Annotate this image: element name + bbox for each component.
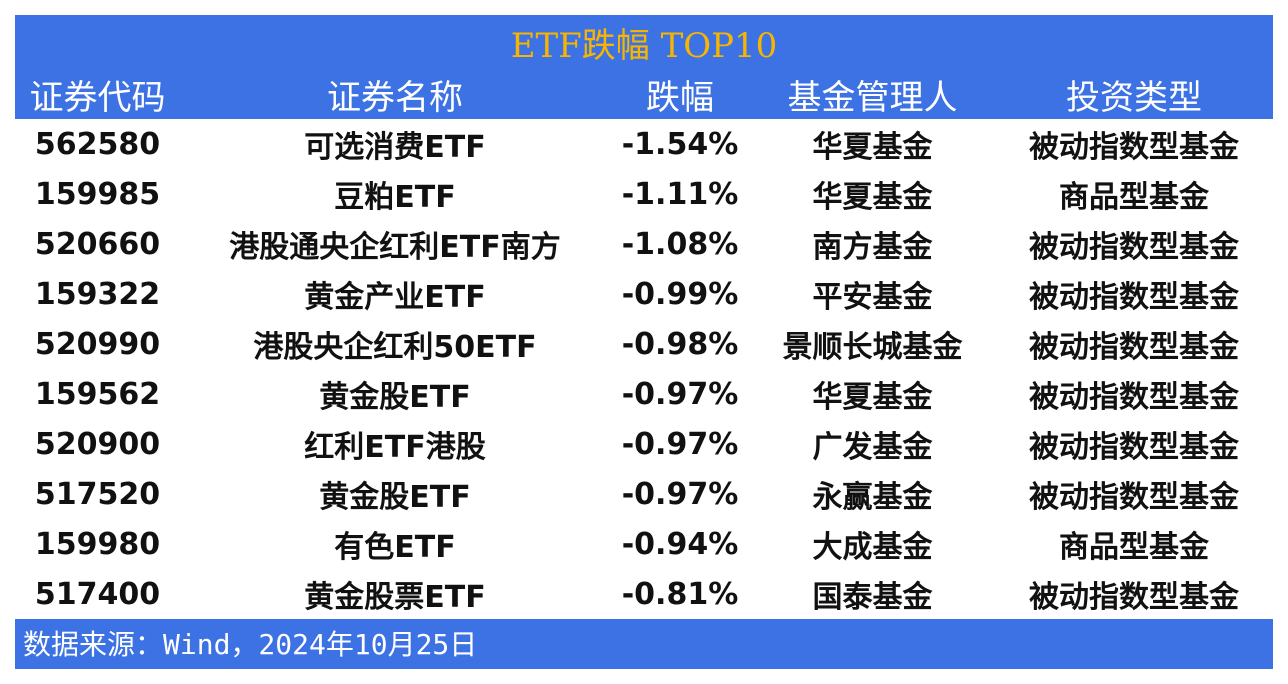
- table-cell: 159322: [34, 276, 161, 312]
- column-header: 跌幅: [610, 70, 750, 119]
- table-cell: -0.99%: [621, 276, 739, 312]
- table-cell: -0.94%: [621, 526, 739, 562]
- table-cell: 159980: [34, 526, 161, 562]
- table-cell: -1.11%: [621, 176, 739, 212]
- table-body: 562580 可选消费ETF -1.54% 华夏基金 被动指数型基金 159985 豆粕ET…: [15, 119, 1273, 619]
- table-cell: 被动指数型基金: [1029, 580, 1239, 615]
- table-cell: 562580: [34, 126, 161, 162]
- table-cell: 国泰基金: [812, 580, 933, 615]
- table-cell: 华夏基金: [812, 380, 933, 415]
- table-cell: 可选消费ETF: [304, 130, 486, 165]
- table-row: 517520 黄金股ETF -0.97% 永赢基金 被动指数型基金: [15, 469, 1273, 519]
- table-row: 562580 可选消费ETF -1.54% 华夏基金 被动指数型基金: [15, 119, 1273, 169]
- table-cell: 被动指数型基金: [1029, 480, 1239, 515]
- table-cell: -1.54%: [621, 126, 739, 162]
- table-cell: -0.97%: [621, 376, 739, 412]
- table-row: 520660 港股通央企红利ETF南方 -1.08% 南方基金 被动指数型基金: [15, 219, 1273, 269]
- table-cell: 被动指数型基金: [1029, 130, 1239, 165]
- table-cell: 517520: [34, 476, 161, 512]
- table-cell: 被动指数型基金: [1029, 230, 1239, 265]
- table-cell: 有色ETF: [334, 530, 456, 565]
- table-cell: 黄金股票ETF: [304, 580, 486, 615]
- table-title: ETF跌幅 TOP10: [15, 15, 1273, 70]
- table-cell: 517400: [34, 576, 161, 612]
- table-cell: 景顺长城基金: [782, 330, 963, 365]
- table-cell: 商品型基金: [1059, 180, 1209, 215]
- table-cell: 港股央企红利50ETF: [253, 330, 537, 365]
- table-row: 520990 港股央企红利50ETF -0.98% 景顺长城基金 被动指数型基金: [15, 319, 1273, 369]
- table-cell: 159985: [34, 176, 161, 212]
- table-cell: 华夏基金: [812, 180, 933, 215]
- column-header: 证券名称: [180, 70, 610, 119]
- table-row: 520900 红利ETF港股 -0.97% 广发基金 被动指数型基金: [15, 419, 1273, 469]
- table-cell: -0.81%: [621, 576, 739, 612]
- table-cell: 黄金股ETF: [319, 380, 471, 415]
- table-cell: -0.97%: [621, 426, 739, 462]
- data-table: 证券代码 证券名称 跌幅 基金管理人 投资类型 562580 可选消费ETF -1.54% 华…: [15, 70, 1273, 619]
- table-cell: 南方基金: [812, 230, 933, 265]
- table-cell: 520660: [34, 226, 161, 262]
- table-row: 517400 黄金股票ETF -0.81% 国泰基金 被动指数型基金: [15, 569, 1273, 619]
- table-cell: 华夏基金: [812, 130, 933, 165]
- column-header: 证券代码: [15, 70, 180, 119]
- table-cell: 被动指数型基金: [1029, 280, 1239, 315]
- table-cell: 520990: [34, 326, 161, 362]
- table-cell: 黄金股ETF: [319, 480, 471, 515]
- column-header: 投资类型: [995, 70, 1273, 119]
- header-row: 证券代码 证券名称 跌幅 基金管理人 投资类型: [15, 70, 1273, 119]
- table-cell: 商品型基金: [1059, 530, 1209, 565]
- table-cell: 广发基金: [812, 430, 933, 465]
- table-cell: 豆粕ETF: [334, 180, 456, 215]
- table-cell: 黄金产业ETF: [304, 280, 486, 315]
- table-cell: -0.97%: [621, 476, 739, 512]
- table-cell: 159562: [34, 376, 161, 412]
- table-cell: 被动指数型基金: [1029, 380, 1239, 415]
- table-cell: 港股通央企红利ETF南方: [229, 230, 561, 265]
- table-row: 159980 有色ETF -0.94% 大成基金 商品型基金: [15, 519, 1273, 569]
- table-row: 159985 豆粕ETF -1.11% 华夏基金 商品型基金: [15, 169, 1273, 219]
- table-cell: 被动指数型基金: [1029, 330, 1239, 365]
- table-cell: 红利ETF港股: [304, 430, 486, 465]
- source-note: 数据来源：Wind，2024年10月25日: [15, 619, 1273, 669]
- table-cell: 被动指数型基金: [1029, 430, 1239, 465]
- table-row: 159322 黄金产业ETF -0.99% 平安基金 被动指数型基金: [15, 269, 1273, 319]
- table-row: 159562 黄金股ETF -0.97% 华夏基金 被动指数型基金: [15, 369, 1273, 419]
- table-cell: 520900: [34, 426, 161, 462]
- table-cell: 大成基金: [812, 530, 933, 565]
- table-panel: ETF跌幅 TOP10 证券代码 证券名称 跌幅 基金管理人 投资类型 562580 可选…: [15, 15, 1273, 669]
- table-cell: -1.08%: [621, 226, 739, 262]
- table-cell: 永赢基金: [812, 480, 933, 515]
- table-cell: 平安基金: [812, 280, 933, 315]
- column-header: 基金管理人: [750, 70, 995, 119]
- table-cell: -0.98%: [621, 326, 739, 362]
